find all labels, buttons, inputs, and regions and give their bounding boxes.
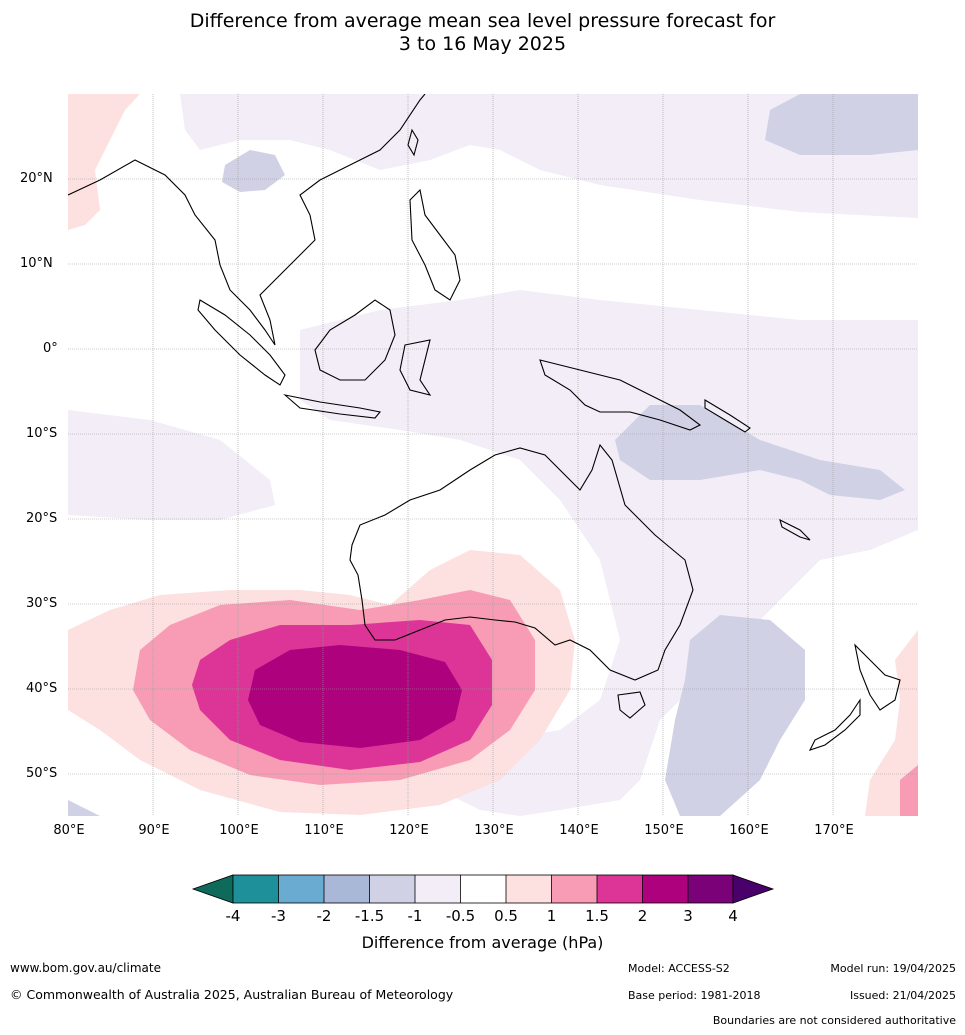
- anomaly-pos-2: [248, 645, 462, 748]
- colorbar-bin-8: [551, 875, 597, 903]
- graticule: [68, 94, 918, 816]
- colorbar-tick-label: -3: [271, 907, 286, 925]
- sumatra-coast: [197, 299, 286, 386]
- lat-label-10n: 10°N: [20, 256, 53, 271]
- colorbar: [191, 874, 775, 904]
- colorbar-bin-11: [688, 875, 733, 903]
- lat-label-50s: 50°S: [26, 766, 58, 781]
- colorbar-bin-9: [597, 875, 643, 903]
- lon-label-110e: 110°E: [304, 823, 344, 838]
- anomaly-neg-west: [68, 410, 275, 520]
- colorbar-max-arrow: [732, 874, 775, 904]
- colorbar-tick-label: 3: [683, 907, 693, 925]
- colorbar-tick-label: -4: [225, 907, 241, 925]
- base-period: Base period: 1981-2018: [628, 989, 761, 1002]
- philippines-coast: [409, 188, 461, 301]
- lon-label-170e: 170°E: [814, 823, 854, 838]
- lon-label-90e: 90°E: [138, 823, 170, 838]
- colorbar-bin-4: [369, 875, 415, 903]
- lat-label-30s: 30°S: [26, 596, 58, 611]
- colorbar-tick-label: 1.5: [585, 907, 609, 925]
- anomaly-neg-pacific-north: [765, 94, 918, 155]
- coastlines: [68, 94, 901, 751]
- asia-mainland-coast: [68, 94, 426, 346]
- colorbar-bin-10: [642, 875, 688, 903]
- borneo-coast: [314, 299, 396, 381]
- colorbar-title: Difference from average (hPa): [361, 933, 604, 952]
- lon-label-120e: 120°E: [389, 823, 429, 838]
- colorbar-tick-label: -2: [316, 907, 332, 925]
- model-run-date: Model run: 19/04/2025: [830, 962, 956, 975]
- title-line-1: Difference from average mean sea level p…: [189, 10, 776, 32]
- sulawesi-coast: [399, 339, 432, 396]
- lat-label-0: 0°: [43, 341, 58, 356]
- colorbar-tick-label: -0.5: [445, 907, 476, 925]
- colorbar-bin-2: [278, 875, 324, 903]
- lon-label-150e: 150°E: [644, 823, 684, 838]
- anomaly-pos-nz-east: [865, 630, 918, 816]
- colorbar-bin-3: [324, 875, 370, 903]
- anomaly-neg-equator: [300, 290, 918, 816]
- anomaly-pos-northwest: [68, 94, 140, 230]
- website-link[interactable]: www.bom.gov.au/climate: [10, 961, 161, 975]
- anomaly-neg-north: [180, 94, 918, 218]
- colorbar-min-arrow: [191, 874, 234, 904]
- lon-label-100e: 100°E: [219, 823, 259, 838]
- taiwan-coast: [407, 128, 419, 157]
- tasmania-coast: [617, 691, 646, 719]
- lat-label-40s: 40°S: [26, 681, 58, 696]
- java-coast: [283, 394, 382, 419]
- colorbar-tick-label: 0.5: [494, 907, 518, 925]
- colorbar-tick-label: 4: [728, 907, 738, 925]
- lon-label-160e: 160°E: [729, 823, 769, 838]
- nz-north-coast: [854, 643, 901, 711]
- lat-label-10s: 10°S: [26, 426, 58, 441]
- boundaries-disclaimer: Boundaries are not considered authoritat…: [712, 1014, 956, 1027]
- colorbar-tick-label: -1: [407, 907, 423, 925]
- colorbar-bin-1: [233, 875, 279, 903]
- solomon-islands-coast: [704, 399, 751, 433]
- map-title: Difference from average mean sea level p…: [0, 10, 965, 56]
- colorbar-tick-label: 2: [637, 907, 648, 925]
- colorbar-bin-6: [460, 875, 506, 903]
- lat-label-20n: 20°N: [20, 171, 53, 186]
- anomaly-neg-tasman: [665, 615, 805, 816]
- colorbar-bin-5: [415, 875, 461, 903]
- copyright-text: © Commonwealth of Australia 2025, Austra…: [10, 987, 454, 1002]
- colorbar-tick-label: -1.5: [354, 907, 385, 925]
- new-guinea-coast: [539, 359, 702, 431]
- australia-coast: [349, 443, 694, 681]
- lon-label-80e: 80°E: [53, 823, 85, 838]
- lon-label-130e: 130°E: [474, 823, 514, 838]
- model-name: Model: ACCESS-S2: [628, 962, 730, 975]
- colorbar-bin-7: [506, 875, 552, 903]
- lat-label-20s: 20°S: [26, 511, 58, 526]
- new-caledonia-coast: [779, 518, 811, 541]
- lon-label-140e: 140°E: [559, 823, 599, 838]
- anomaly-neg-southwest: [68, 800, 100, 816]
- anomaly-pos-nz-east-2: [900, 765, 918, 816]
- title-line-2: 3 to 16 May 2025: [398, 33, 567, 55]
- colorbar-tick-label: 1: [546, 907, 557, 925]
- nz-south-coast: [808, 698, 861, 751]
- issued-date: Issued: 21/04/2025: [849, 989, 956, 1002]
